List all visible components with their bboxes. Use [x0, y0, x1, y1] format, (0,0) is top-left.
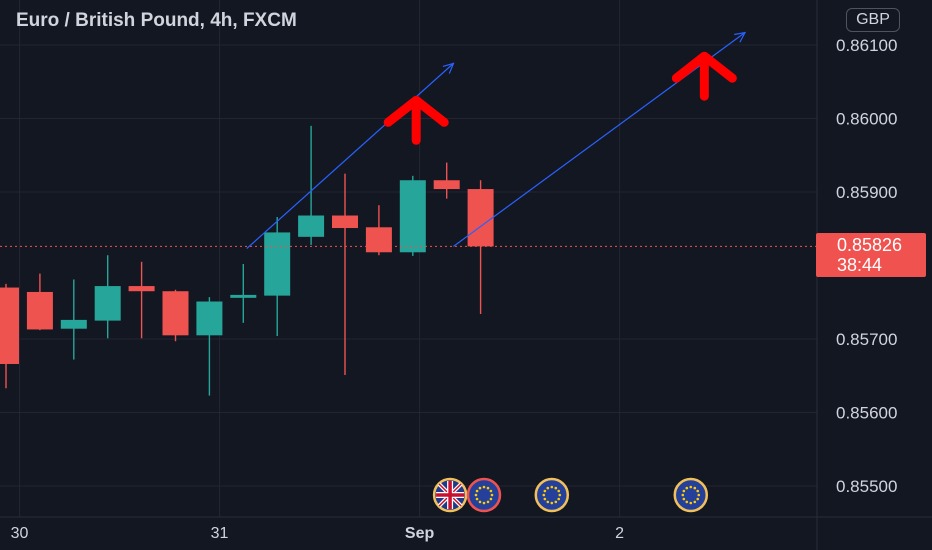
flag-star: [486, 500, 490, 504]
flag-star: [546, 486, 550, 490]
candle-body: [467, 189, 494, 247]
flag-star: [693, 486, 697, 490]
flag-star: [696, 497, 700, 501]
flag-star: [475, 489, 479, 493]
flag-star: [542, 493, 546, 497]
event-marker: [534, 477, 570, 513]
candle-body: [230, 294, 257, 298]
bar-countdown: 38:44: [837, 255, 883, 275]
candle-body: [26, 291, 53, 330]
flag-star: [685, 500, 689, 504]
currency-badge[interactable]: GBP: [846, 8, 900, 32]
flag-star: [478, 500, 482, 504]
y-tick-label: 0.85700: [836, 330, 897, 349]
flag-star: [696, 489, 700, 493]
candle-body: [433, 180, 460, 190]
flag-star: [474, 493, 478, 497]
flag-star: [554, 486, 558, 490]
flag-star: [689, 485, 693, 489]
flag-star: [558, 493, 562, 497]
flag-star: [489, 497, 493, 501]
uk-flag-icon[interactable]: [432, 477, 468, 513]
x-tick-label: 31: [211, 525, 229, 542]
eu-flag-icon[interactable]: [534, 477, 570, 513]
candle-body: [162, 291, 189, 336]
flag-star: [482, 501, 486, 505]
y-tick-label: 0.86000: [836, 110, 897, 129]
y-tick-label: 0.85500: [836, 477, 897, 496]
candle-body: [94, 286, 121, 321]
flag-star: [490, 493, 494, 497]
flag-star: [543, 489, 547, 493]
flag-star: [486, 486, 490, 490]
flag-star: [557, 497, 561, 501]
last-price-value: 0.85826: [837, 235, 903, 255]
trend-line: [453, 32, 746, 247]
flag-star: [478, 486, 482, 490]
candle-body: [0, 287, 19, 364]
flag-star: [554, 500, 558, 504]
candle-body: [60, 319, 87, 329]
flag-star: [475, 497, 479, 501]
flag-star: [550, 501, 554, 505]
trend-arrowhead: [734, 31, 747, 43]
flag-star: [693, 500, 697, 504]
flag-star: [482, 485, 486, 489]
candle-body: [264, 232, 291, 296]
candle-body: [196, 301, 223, 336]
flag-star: [489, 489, 493, 493]
eu-flag-icon[interactable]: [673, 477, 709, 513]
flag-star: [550, 485, 554, 489]
x-tick-label: Sep: [405, 525, 435, 542]
y-tick-label: 0.85900: [836, 183, 897, 202]
y-tick-label: 0.85600: [836, 404, 897, 423]
flag-star: [682, 497, 686, 501]
chart-title: Euro / British Pound, 4h, FXCM: [16, 10, 297, 31]
x-tick-label: 30: [11, 525, 29, 542]
candle-body: [332, 215, 358, 229]
y-tick-label: 0.86100: [836, 36, 897, 55]
flag-star: [682, 489, 686, 493]
candle-body: [128, 286, 155, 292]
candle-body: [298, 215, 325, 237]
flag-star: [543, 497, 547, 501]
trend-line: [246, 62, 454, 250]
flag-star: [697, 493, 701, 497]
x-tick-label: 2: [615, 525, 624, 542]
flag-star: [681, 493, 685, 497]
flag-star: [685, 486, 689, 490]
flag-star: [557, 489, 561, 493]
candle-body: [365, 227, 392, 253]
flag-star: [689, 501, 693, 505]
flag-star: [546, 500, 550, 504]
eu-flag-icon[interactable]: [466, 477, 502, 513]
candle-body: [399, 180, 426, 253]
event-marker: [466, 477, 502, 513]
trend-arrowhead: [442, 62, 455, 74]
last-price-label: 0.85826 38:44: [816, 233, 926, 277]
event-marker: [673, 477, 709, 513]
